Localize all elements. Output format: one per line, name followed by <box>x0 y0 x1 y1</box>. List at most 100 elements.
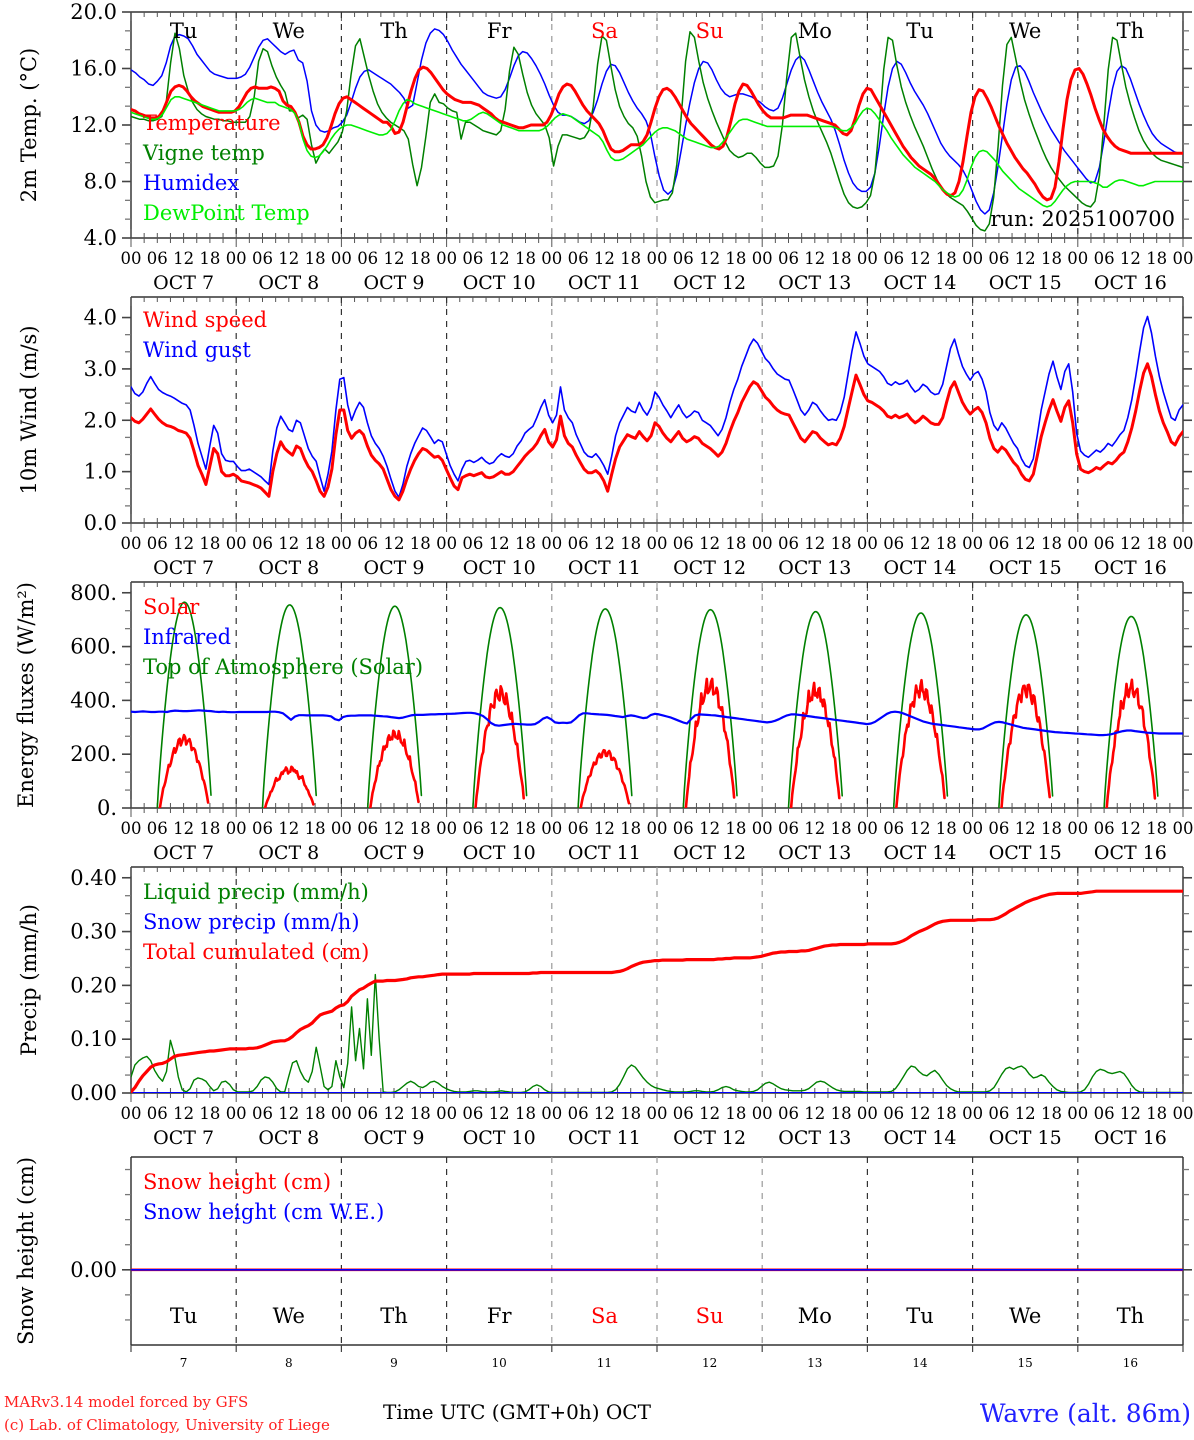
date-label: OCT 8 <box>258 1127 319 1149</box>
hour-tick-label: 00 <box>647 249 668 268</box>
hour-tick-label: 12 <box>278 819 299 838</box>
date-label: OCT 9 <box>364 272 425 294</box>
footer-credit: (c) Lab. of Climatology, University of L… <box>4 1416 330 1434</box>
station-label: Wavre (alt. 86m) <box>980 1399 1191 1428</box>
day-name-label: Mo <box>798 1304 832 1328</box>
date-label: OCT 14 <box>883 842 956 864</box>
hour-tick-label: 18 <box>515 819 536 838</box>
hour-tick-label: 00 <box>1067 819 1088 838</box>
hour-tick-label: 12 <box>489 1104 510 1123</box>
hour-tick-label: 00 <box>331 249 352 268</box>
hour-tick-label: 06 <box>252 249 273 268</box>
date-label: OCT 9 <box>364 842 425 864</box>
hour-tick-label: 06 <box>1094 534 1115 553</box>
axis-title-snow_height: Snow height (cm) <box>14 1157 38 1345</box>
hour-tick-label: 00 <box>541 249 562 268</box>
hour-tick-label: 18 <box>936 534 957 553</box>
hour-tick-label: 18 <box>515 1104 536 1123</box>
date-label: OCT 12 <box>673 557 746 579</box>
hour-tick-label: 00 <box>226 249 247 268</box>
day-name-label: Mo <box>798 19 832 43</box>
hour-tick-label: 06 <box>673 1104 694 1123</box>
hour-tick-label: 18 <box>515 534 536 553</box>
hour-tick-label: 06 <box>462 249 483 268</box>
ytick-label: 0. <box>97 796 117 820</box>
date-label: OCT 9 <box>364 557 425 579</box>
series-solar <box>789 681 841 808</box>
hour-tick-label: 06 <box>147 249 168 268</box>
hour-tick-label: 12 <box>804 534 825 553</box>
hour-tick-label: 18 <box>1146 1104 1167 1123</box>
hour-tick-label: 12 <box>384 1104 405 1123</box>
axis-title-precipitation: Precip (mm/h) <box>17 904 41 1056</box>
hour-tick-label: 06 <box>778 534 799 553</box>
hour-tick-label: 06 <box>778 249 799 268</box>
day-number-label: 11 <box>597 1356 612 1370</box>
run-label: run: 2025100700 <box>991 207 1175 231</box>
hour-tick-label: 06 <box>883 1104 904 1123</box>
hour-tick-label: 18 <box>1041 1104 1062 1123</box>
series-toa-solar <box>156 601 212 808</box>
ytick-label: 0.30 <box>70 920 117 944</box>
series-toa-solar <box>998 614 1054 808</box>
hour-tick-label: 18 <box>199 819 220 838</box>
hour-tick-label: 00 <box>436 534 457 553</box>
series-toa-solar <box>472 606 528 808</box>
legend-item-infrared: Infrared <box>143 625 231 649</box>
time-axis-label: Time UTC (GMT+0h) OCT <box>383 1400 652 1424</box>
hour-tick-label: 18 <box>831 249 852 268</box>
hour-tick-label: 06 <box>252 819 273 838</box>
hour-tick-label: 00 <box>226 1104 247 1123</box>
series-total-cumulated <box>131 889 1183 1093</box>
legend-item-snow-height-cm-w-e-: Snow height (cm W.E.) <box>143 1200 384 1224</box>
hour-tick-label: 06 <box>147 534 168 553</box>
date-label: OCT 7 <box>153 842 214 864</box>
hour-tick-label: 00 <box>1173 1104 1194 1123</box>
series-solar <box>579 748 631 808</box>
legend-item-temperature: Temperature <box>143 111 281 135</box>
ytick-label: 12.0 <box>70 113 117 137</box>
hour-tick-label: 06 <box>883 534 904 553</box>
series-toa-solar <box>682 608 738 808</box>
series-wind-speed <box>131 362 1183 502</box>
hour-tick-label: 12 <box>173 1104 194 1123</box>
hour-tick-label: 06 <box>1094 819 1115 838</box>
hour-tick-label: 12 <box>173 819 194 838</box>
hour-tick-label: 00 <box>541 1104 562 1123</box>
ytick-label: 8.0 <box>84 170 117 194</box>
date-label: OCT 11 <box>568 272 641 294</box>
hour-tick-label: 18 <box>410 534 431 553</box>
legend-item-snow-precip-mm-h-: Snow precip (mm/h) <box>143 910 360 934</box>
date-label: OCT 14 <box>883 1127 956 1149</box>
hour-tick-label: 06 <box>673 819 694 838</box>
day-name-label: Tu <box>170 19 198 43</box>
hour-tick-label: 12 <box>910 1104 931 1123</box>
hour-tick-label: 12 <box>1015 1104 1036 1123</box>
hour-tick-label: 06 <box>673 534 694 553</box>
hour-tick-label: 12 <box>910 249 931 268</box>
panel-snow_height: 0.00 Snow height (cm) Snow height (cm) Snow… <box>14 1156 1192 1370</box>
hour-tick-label: 12 <box>594 819 615 838</box>
hour-tick-label: 18 <box>199 1104 220 1123</box>
day-name-label: We <box>1009 1304 1041 1328</box>
hour-tick-label: 18 <box>1146 819 1167 838</box>
ytick-label: 400. <box>70 688 117 712</box>
hour-tick-label: 06 <box>1094 1104 1115 1123</box>
hour-tick-label: 00 <box>962 534 983 553</box>
date-label: OCT 10 <box>463 1127 536 1149</box>
hour-tick-label: 12 <box>1015 819 1036 838</box>
hour-tick-label: 18 <box>725 534 746 553</box>
hour-tick-label: 06 <box>1094 249 1115 268</box>
hour-tick-label: 12 <box>489 534 510 553</box>
hour-tick-label: 12 <box>278 249 299 268</box>
hour-tick-label: 00 <box>1173 249 1194 268</box>
hour-tick-label: 06 <box>778 1104 799 1123</box>
hour-tick-label: 06 <box>252 1104 273 1123</box>
day-name-label: Sa <box>591 1304 618 1328</box>
day-number-label: 8 <box>285 1356 293 1370</box>
date-label: OCT 14 <box>883 557 956 579</box>
ytick-label: 20.0 <box>70 0 117 24</box>
hour-tick-label: 00 <box>752 1104 773 1123</box>
legend-item-vigne-temp: Vigne temp <box>142 141 265 165</box>
